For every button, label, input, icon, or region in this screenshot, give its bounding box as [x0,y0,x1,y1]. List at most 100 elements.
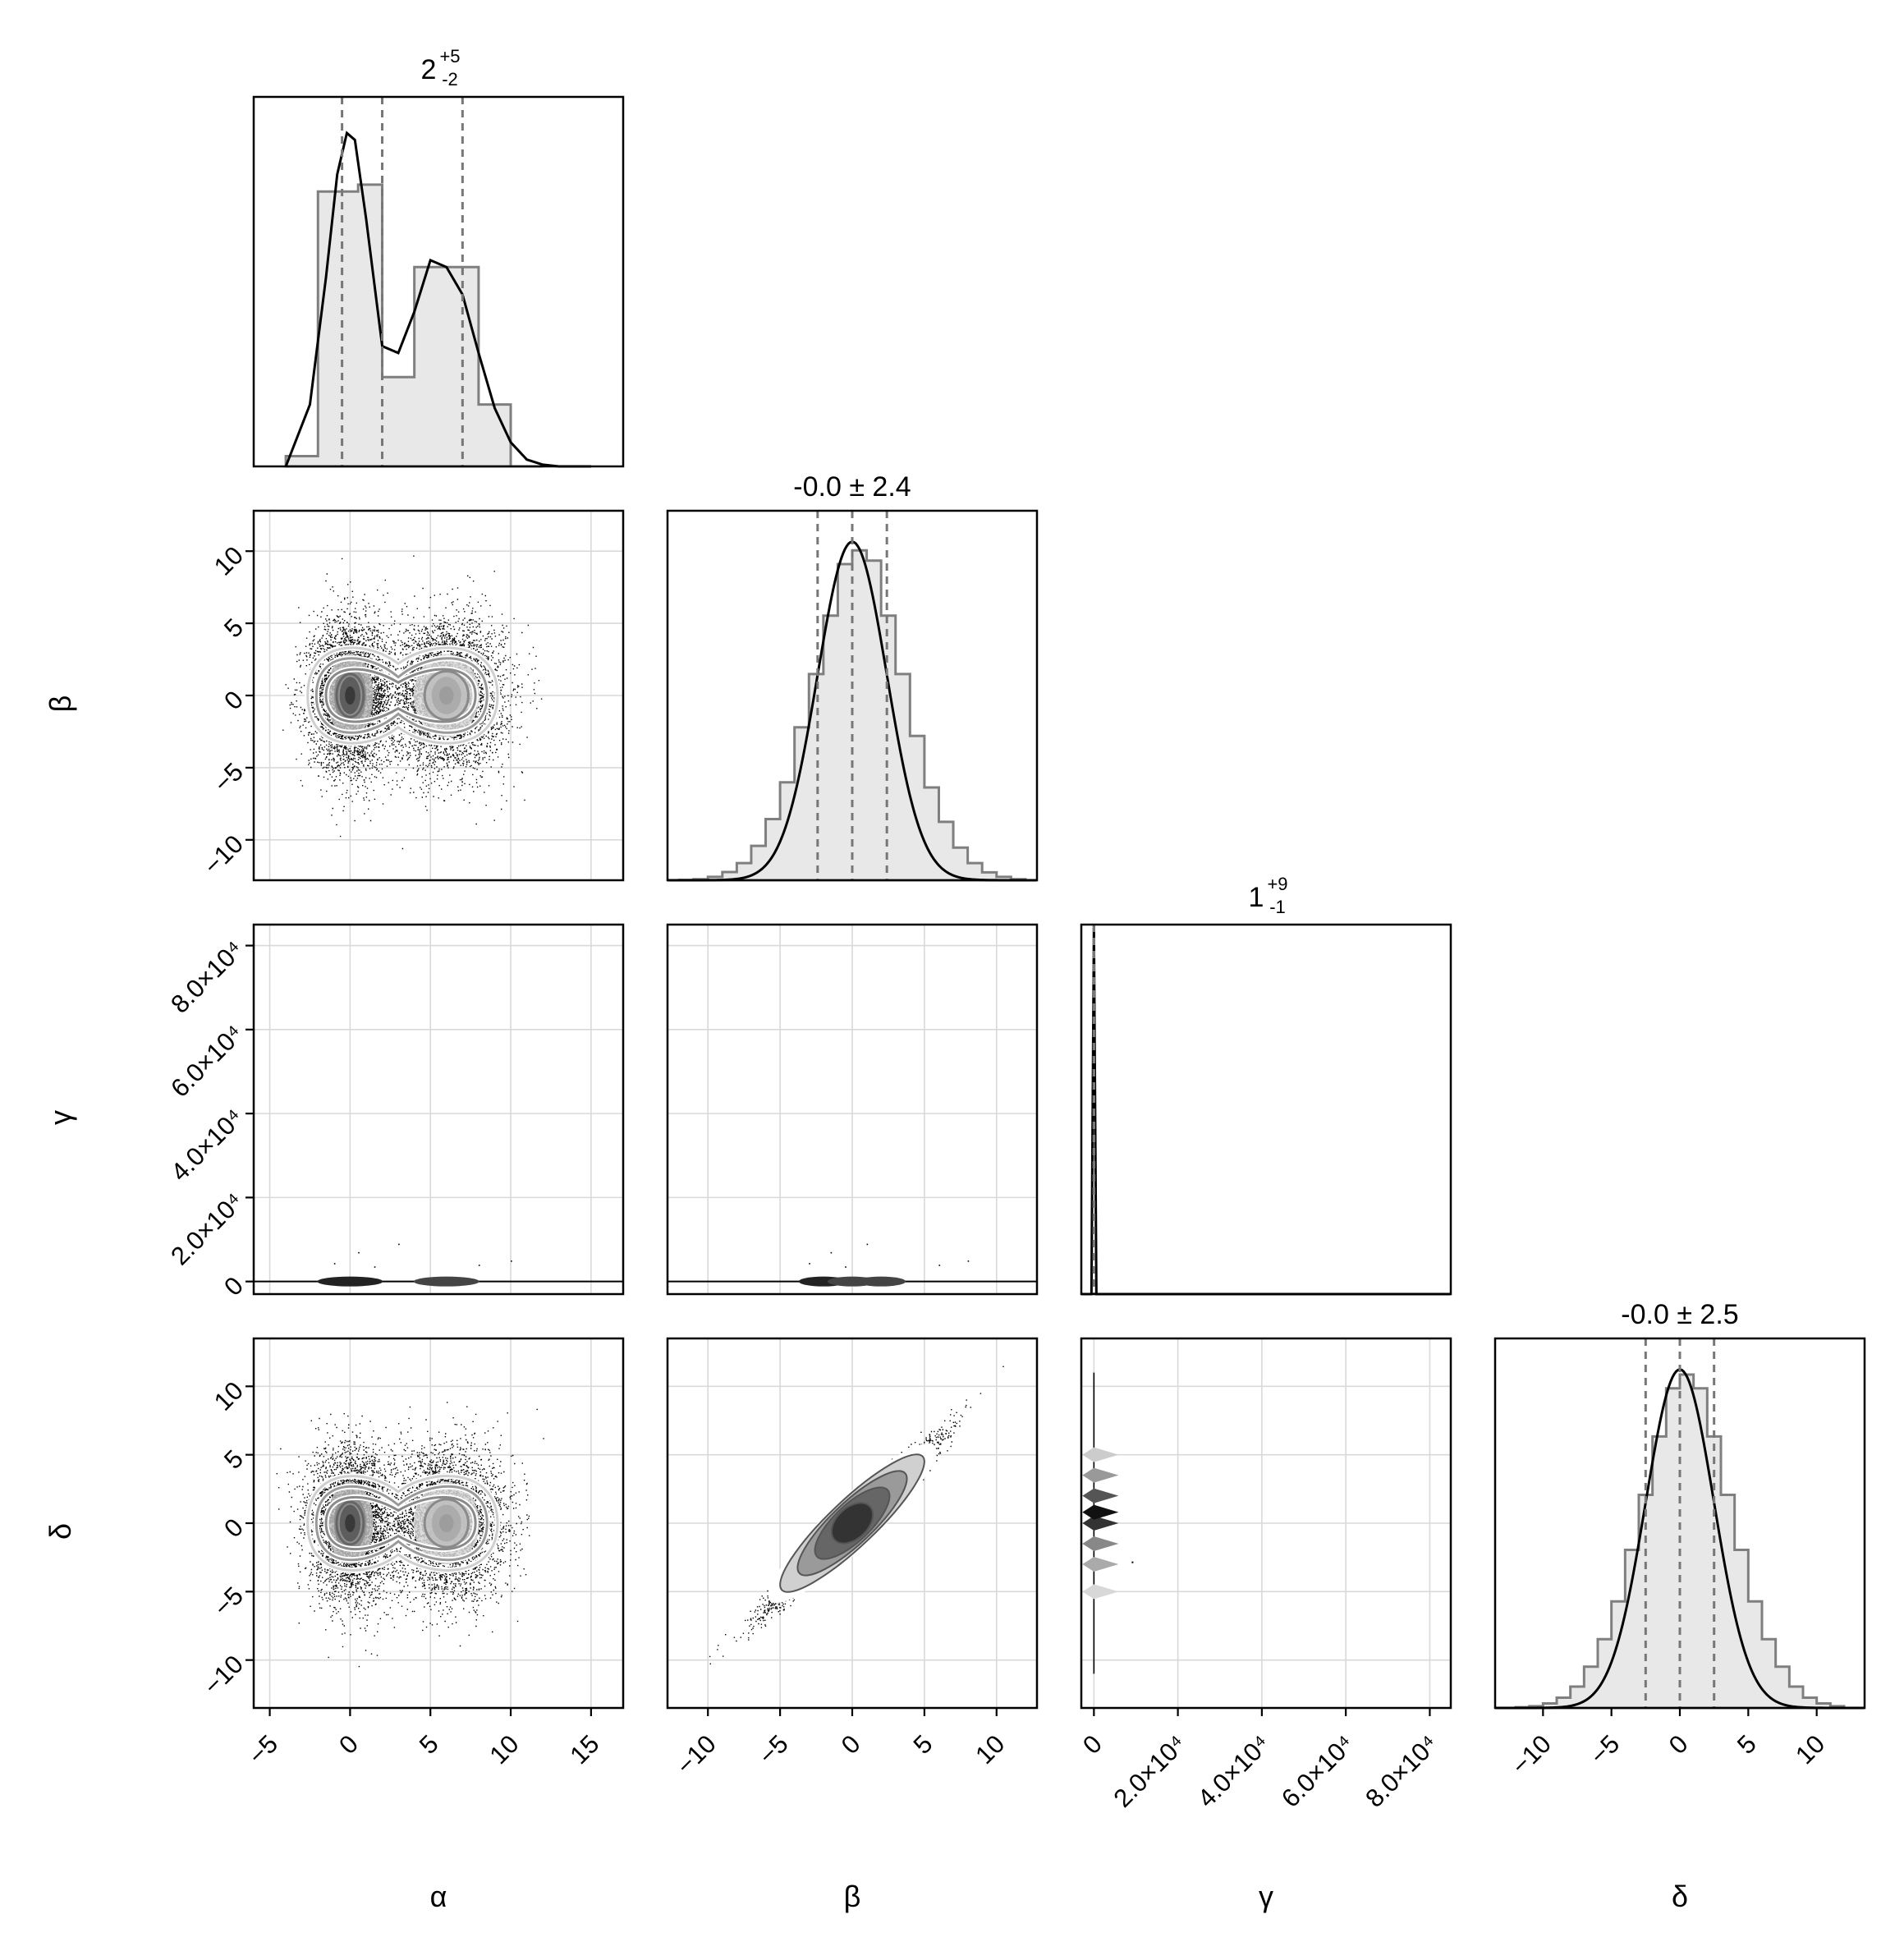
pair-panel-α-δ: −5 0 5 10 15 −10 −5 0 5 10 [198,1337,625,1770]
contour-inner [423,1498,470,1549]
x-tick-label: 6.0×10⁴ [1276,1729,1360,1813]
pair-panel-β-γ [666,923,1039,1296]
x-tick-label: 15 [564,1729,604,1770]
x-tick-label: 4.0×10⁴ [1192,1729,1276,1813]
density-shade [1082,1467,1119,1483]
contour-inner [423,669,470,722]
contour-line [306,1475,499,1572]
x-tick-label: −5 [1585,1729,1626,1770]
outlier-point [1131,1561,1134,1563]
pair-panel-β-δ: −10 −5 0 5 10 [666,1337,1039,1780]
y-tick-label: −10 [198,829,249,880]
density-shade [1082,1584,1119,1600]
panel-title: 2 [421,54,437,85]
panel-frame [1080,1337,1452,1710]
scatter-points [282,555,543,850]
panel-title-sub: -1 [1269,897,1286,917]
panel-title-sup: +5 [439,46,460,67]
x-tick-label: 10 [484,1729,525,1770]
y-tick-label: 8.0×10⁴ [165,935,249,1019]
x-tick-label: 0 [333,1729,364,1760]
outlier-point [478,1265,480,1266]
y-axis-label-γ: γ [44,1110,77,1125]
histogram-bars [284,183,544,468]
y-tick-label: 10 [209,1376,249,1416]
diag-panel-β: -0.0 ± 2.4 [666,471,1039,882]
x-tick-label: 0 [836,1729,866,1760]
panel-content [254,925,623,1294]
contour-line [324,1495,477,1551]
x-tick-label: 5 [1732,1729,1762,1760]
panel-title-sup: +9 [1267,874,1287,894]
y-axis-labels: β γ δ [44,695,77,1540]
outlier-point [967,1260,970,1262]
outlier-point [333,1263,336,1265]
scatter-points [276,1402,544,1668]
density-shade [1082,1504,1119,1520]
x-tick-label: −5 [753,1729,794,1770]
panel-content [254,1338,623,1708]
panel-frame [252,95,625,468]
density-shade [856,1276,906,1287]
x-tick-label: 2.0×10⁴ [1108,1729,1191,1813]
density-shade [1082,1516,1119,1531]
panel-frame [666,923,1039,1296]
density-shade [1082,1488,1119,1503]
panel-frame [1080,923,1452,1296]
contour-line [306,646,499,745]
panel-title: 1 [1249,882,1264,913]
x-axis-label-γ: γ [1259,1880,1273,1913]
x-axis-labels: α β γ δ [430,1880,1688,1913]
kde-curve [284,131,591,468]
x-tick-label: 0 [1077,1729,1108,1760]
x-axis-label-α: α [430,1880,447,1913]
pair-panel-α-β: −10 −5 0 5 10 [198,509,625,882]
contour-line [314,657,489,734]
contour-line [324,668,477,723]
panels: 2 +5-2-0.0 ± 2.41 +9-1-0.0 ± 2.5−10 −5 0 5 10−… [44,46,1866,1913]
y-tick-label: 5 [218,613,249,643]
density-shade [317,1276,383,1287]
y-tick-label: −10 [198,1650,249,1701]
density-shade [1082,1536,1119,1551]
y-tick-label: 10 [209,540,249,581]
diag-panel-δ: -0.0 ± 2.5 −10 −5 0 5 10 [1493,1299,1866,1780]
outlier-point [830,1251,833,1254]
x-tick-label: 10 [970,1729,1010,1770]
panel-frame [252,923,625,1296]
x-axis-label-δ: δ [1672,1880,1688,1913]
y-axis-label-β: β [44,695,77,713]
kde-curve [1081,927,1451,1296]
diag-panel-α: 2 +5-2 [252,46,625,468]
panel-content [254,511,623,880]
y-tick-label: 0 [218,685,249,715]
x-tick-label: −5 [242,1729,283,1770]
contour-line [314,1485,489,1562]
x-tick-label: 0 [1663,1729,1694,1760]
pair-panel-γ-δ: 0 2.0×10⁴ 4.0×10⁴ 6.0×10⁴ 8.0×10⁴ [1077,1337,1452,1813]
x-tick-label: −10 [671,1729,722,1780]
density-shade [1082,1447,1119,1462]
outlier-point [938,1265,941,1266]
outlier-point [866,1243,869,1246]
density-shade [345,686,356,705]
x-tick-label: 5 [414,1729,444,1760]
density-shade [1082,1557,1119,1572]
density-contour [830,1502,874,1545]
y-tick-label: 5 [218,1444,249,1475]
y-tick-label: 4.0×10⁴ [165,1103,249,1187]
outlier-point [374,1266,376,1268]
x-tick-label: 8.0×10⁴ [1360,1729,1443,1813]
diag-panel-γ: 1 +9 -1 [1080,874,1452,1296]
y-axis-label-δ: δ [44,1523,77,1540]
y-tick-label: 0 [218,1271,249,1301]
outlier-point [845,1266,846,1268]
density-shade [345,1514,356,1532]
density-shade [439,1514,454,1532]
x-axis-label-β: β [844,1880,861,1913]
panel-content [1081,1338,1451,1708]
outlier-point [358,1251,360,1254]
y-tick-label: 2.0×10⁴ [165,1187,249,1271]
